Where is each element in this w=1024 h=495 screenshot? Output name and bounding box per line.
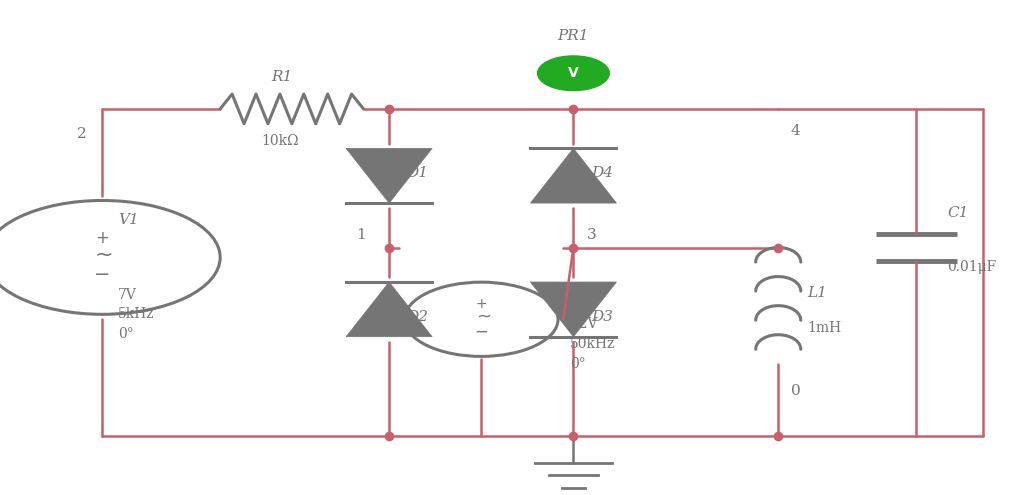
Text: 2: 2 — [77, 127, 87, 141]
Text: 0: 0 — [791, 384, 801, 398]
Text: D2: D2 — [407, 310, 428, 324]
Text: ~: ~ — [476, 308, 490, 326]
Text: V: V — [568, 66, 579, 80]
Text: D1: D1 — [407, 166, 428, 180]
Text: ~: ~ — [95, 245, 114, 265]
Text: V2: V2 — [570, 295, 591, 309]
Text: R1: R1 — [271, 70, 293, 84]
Text: PR1: PR1 — [558, 29, 589, 43]
Text: 7V: 7V — [118, 288, 136, 301]
Text: 0.01μF: 0.01μF — [947, 260, 996, 274]
Polygon shape — [346, 282, 432, 337]
Text: −: − — [474, 323, 488, 341]
Text: V1: V1 — [118, 213, 138, 227]
Text: C1: C1 — [947, 206, 969, 220]
Text: 4: 4 — [791, 124, 801, 138]
Text: 50kHz: 50kHz — [570, 337, 615, 351]
Text: L1: L1 — [807, 286, 826, 300]
Circle shape — [538, 56, 609, 91]
Text: +: + — [95, 229, 110, 247]
Text: 3: 3 — [587, 228, 596, 242]
Text: D3: D3 — [591, 310, 612, 324]
Text: D4: D4 — [591, 166, 612, 180]
Text: 1mH: 1mH — [807, 321, 841, 335]
Text: −: − — [94, 265, 111, 284]
Polygon shape — [530, 148, 616, 203]
Polygon shape — [346, 148, 432, 203]
Text: 0°: 0° — [118, 327, 133, 341]
Text: 32V: 32V — [570, 317, 598, 331]
Text: 10kΩ: 10kΩ — [261, 134, 299, 148]
Text: 0°: 0° — [570, 357, 586, 371]
Text: 5kHz: 5kHz — [118, 307, 155, 321]
Text: +: + — [475, 297, 487, 311]
Text: 1: 1 — [356, 228, 367, 242]
Polygon shape — [530, 282, 616, 337]
